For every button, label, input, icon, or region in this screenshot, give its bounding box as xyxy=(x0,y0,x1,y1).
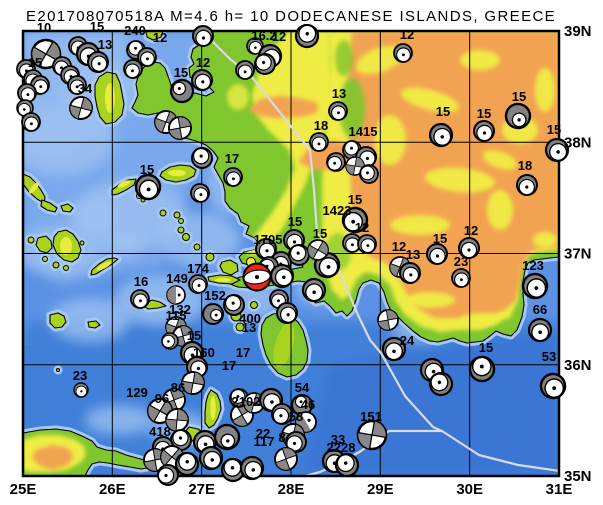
svg-text:400: 400 xyxy=(239,311,261,326)
svg-text:36N: 36N xyxy=(564,357,592,374)
svg-text:35N: 35N xyxy=(564,468,592,485)
svg-text:33: 33 xyxy=(331,432,345,447)
svg-text:15: 15 xyxy=(479,340,493,355)
svg-text:12: 12 xyxy=(400,27,414,42)
svg-text:123: 123 xyxy=(522,258,544,273)
svg-text:17: 17 xyxy=(225,151,239,166)
svg-text:E201708070518A M=4.6 h= 10: E201708070518A M=4.6 h= 10 DODECANESE IS… xyxy=(26,8,556,25)
svg-text:28E: 28E xyxy=(278,481,305,498)
svg-text:2228: 2228 xyxy=(327,440,356,455)
svg-text:15: 15 xyxy=(436,104,450,119)
svg-text:152: 152 xyxy=(204,288,226,303)
svg-text:13: 13 xyxy=(332,86,346,101)
svg-text:15: 15 xyxy=(313,226,327,241)
svg-text:12: 12 xyxy=(392,239,406,254)
svg-text:46: 46 xyxy=(301,397,315,412)
svg-text:129: 129 xyxy=(126,385,148,400)
svg-text:15: 15 xyxy=(140,162,154,177)
svg-text:18: 18 xyxy=(518,158,532,173)
svg-text:39N: 39N xyxy=(564,23,592,40)
svg-text:30E: 30E xyxy=(456,481,483,498)
svg-text:58: 58 xyxy=(289,409,303,424)
svg-text:12: 12 xyxy=(272,29,286,44)
svg-text:96: 96 xyxy=(155,391,169,406)
svg-text:132: 132 xyxy=(169,302,191,317)
svg-text:160: 160 xyxy=(193,345,215,360)
svg-text:13: 13 xyxy=(242,320,256,335)
svg-text:22: 22 xyxy=(256,426,270,441)
svg-text:2102: 2102 xyxy=(232,394,261,409)
svg-text:15: 15 xyxy=(512,89,526,104)
svg-text:15: 15 xyxy=(433,231,447,246)
svg-text:86: 86 xyxy=(171,380,185,395)
svg-text:15: 15 xyxy=(187,328,201,343)
svg-text:15: 15 xyxy=(174,65,188,80)
svg-text:54: 54 xyxy=(295,380,310,395)
svg-text:16: 16 xyxy=(134,274,148,289)
svg-text:15: 15 xyxy=(28,55,42,70)
svg-text:15: 15 xyxy=(90,19,104,34)
svg-text:17: 17 xyxy=(222,358,236,373)
svg-text:174: 174 xyxy=(187,261,209,276)
svg-text:16.2: 16.2 xyxy=(251,28,276,43)
svg-text:13: 13 xyxy=(406,247,420,262)
svg-text:24: 24 xyxy=(400,333,415,348)
svg-text:149: 149 xyxy=(166,271,188,286)
svg-text:37N: 37N xyxy=(564,246,592,263)
svg-text:25E: 25E xyxy=(10,481,37,498)
svg-text:17: 17 xyxy=(236,345,250,360)
svg-text:1705: 1705 xyxy=(254,232,283,247)
svg-text:66: 66 xyxy=(533,302,547,317)
svg-text:117: 117 xyxy=(254,434,275,449)
svg-text:38N: 38N xyxy=(564,134,592,151)
svg-text:18: 18 xyxy=(314,118,328,133)
svg-text:115: 115 xyxy=(166,308,187,323)
svg-text:15: 15 xyxy=(348,192,362,207)
svg-text:34: 34 xyxy=(78,81,93,96)
svg-text:15: 15 xyxy=(477,106,491,121)
svg-text:8: 8 xyxy=(278,430,285,445)
svg-text:12: 12 xyxy=(355,220,369,235)
svg-text:1415: 1415 xyxy=(349,124,378,139)
svg-text:23: 23 xyxy=(73,368,87,383)
svg-text:53: 53 xyxy=(542,349,556,364)
svg-text:27E: 27E xyxy=(188,481,215,498)
svg-text:10: 10 xyxy=(37,20,51,35)
svg-text:240: 240 xyxy=(124,23,146,38)
svg-text:12: 12 xyxy=(196,55,210,70)
svg-text:29E: 29E xyxy=(367,481,394,498)
svg-text:12: 12 xyxy=(464,223,478,238)
svg-text:13: 13 xyxy=(98,37,112,52)
svg-text:31E: 31E xyxy=(546,481,573,498)
svg-text:418: 418 xyxy=(149,424,171,439)
svg-text:12: 12 xyxy=(153,30,167,45)
svg-text:151: 151 xyxy=(360,409,382,424)
svg-text:15: 15 xyxy=(288,214,302,229)
svg-text:26E: 26E xyxy=(99,481,126,498)
svg-text:23: 23 xyxy=(454,254,468,269)
svg-text:1423: 1423 xyxy=(323,203,352,218)
svg-text:15: 15 xyxy=(547,122,561,137)
